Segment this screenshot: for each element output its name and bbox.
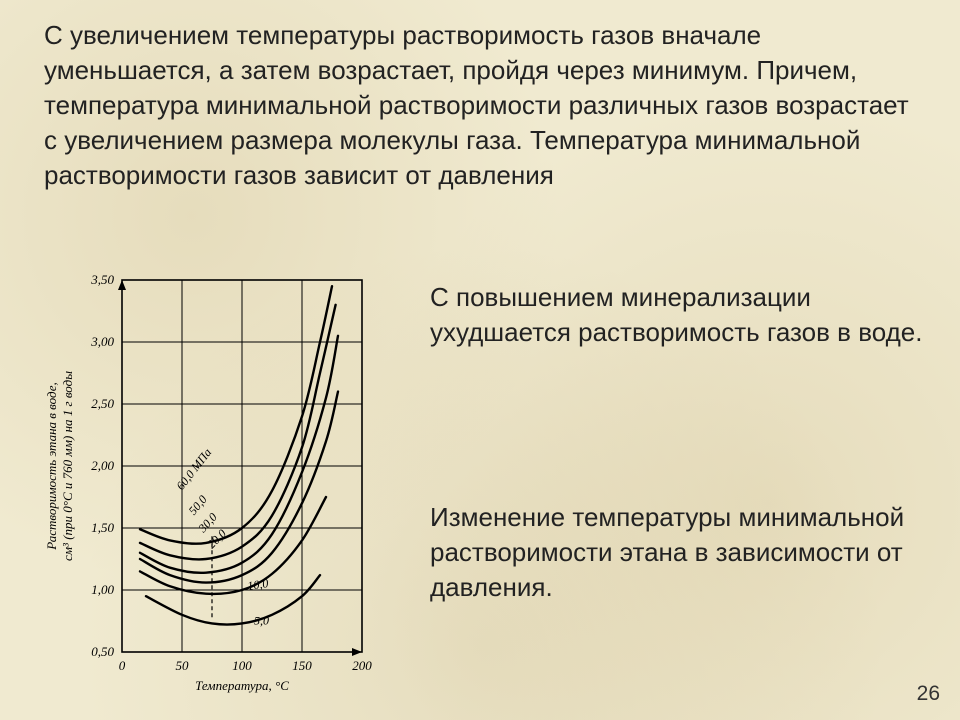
svg-text:200: 200 bbox=[352, 658, 372, 673]
svg-text:Растворимость этана в воде,: Растворимость этана в воде, bbox=[44, 382, 59, 550]
svg-text:3,00: 3,00 bbox=[90, 334, 114, 349]
svg-text:3,50: 3,50 bbox=[90, 272, 114, 287]
figure-caption: Изменение температуры минимальной раство… bbox=[430, 500, 925, 605]
svg-text:1,50: 1,50 bbox=[91, 520, 114, 535]
svg-text:150: 150 bbox=[292, 658, 312, 673]
svg-text:Температура, °С: Температура, °С bbox=[195, 678, 289, 693]
svg-text:100: 100 bbox=[232, 658, 252, 673]
solubility-chart: 5,010,020,030,050,060,0 МПа0501001502000… bbox=[34, 270, 404, 710]
svg-text:5,0: 5,0 bbox=[254, 614, 269, 628]
svg-text:0,50: 0,50 bbox=[91, 644, 114, 659]
intro-paragraph: С увеличением температуры растворимость … bbox=[44, 18, 914, 193]
svg-text:2,00: 2,00 bbox=[91, 458, 114, 473]
svg-text:60,0 МПа: 60,0 МПа bbox=[173, 446, 214, 493]
svg-text:50: 50 bbox=[176, 658, 190, 673]
svg-text:1,00: 1,00 bbox=[91, 582, 114, 597]
svg-text:0: 0 bbox=[119, 658, 126, 673]
svg-text:см³ (при 0°С и 760 мм) на 1 г: см³ (при 0°С и 760 мм) на 1 г воды bbox=[60, 371, 75, 561]
svg-text:2,50: 2,50 bbox=[91, 396, 114, 411]
svg-text:10,0: 10,0 bbox=[246, 576, 269, 593]
mineralization-paragraph: С повышением минерализации ухудшается ра… bbox=[430, 280, 925, 350]
page-number: 26 bbox=[917, 682, 940, 706]
